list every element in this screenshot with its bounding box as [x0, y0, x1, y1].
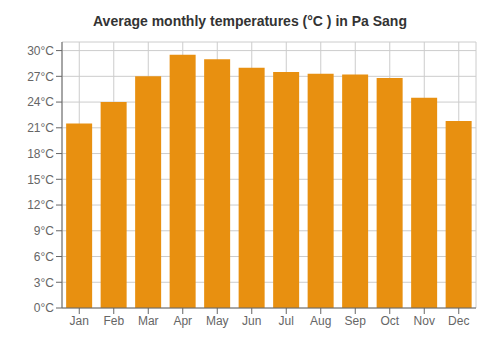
- svg-text:21°C: 21°C: [27, 121, 54, 135]
- svg-text:6°C: 6°C: [34, 250, 54, 264]
- svg-text:Apr: Apr: [173, 314, 192, 328]
- svg-text:30°C: 30°C: [27, 44, 54, 58]
- svg-text:May: May: [206, 314, 229, 328]
- svg-text:Oct: Oct: [380, 314, 399, 328]
- svg-text:Nov: Nov: [414, 314, 435, 328]
- svg-text:27°C: 27°C: [27, 70, 54, 84]
- svg-text:24°C: 24°C: [27, 95, 54, 109]
- svg-text:Jun: Jun: [242, 314, 261, 328]
- svg-text:Sep: Sep: [345, 314, 367, 328]
- svg-text:0°C: 0°C: [34, 301, 54, 315]
- html-text:Average monthly temperatures (: Average monthly temperatures (°C ) in Pa…: [93, 13, 407, 29]
- svg-text:Feb: Feb: [103, 314, 124, 328]
- svg-text:18°C: 18°C: [27, 147, 54, 161]
- svg-text:Mar: Mar: [138, 314, 159, 328]
- svg-text:9°C: 9°C: [34, 224, 54, 238]
- svg-text:Jul: Jul: [279, 314, 294, 328]
- svg-text:Aug: Aug: [310, 314, 331, 328]
- svg-text:Jan: Jan: [70, 314, 89, 328]
- svg-text:Dec: Dec: [448, 314, 469, 328]
- svg-text:3°C: 3°C: [34, 276, 54, 290]
- svg-text:12°C: 12°C: [27, 198, 54, 212]
- svg-text:15°C: 15°C: [27, 173, 54, 187]
